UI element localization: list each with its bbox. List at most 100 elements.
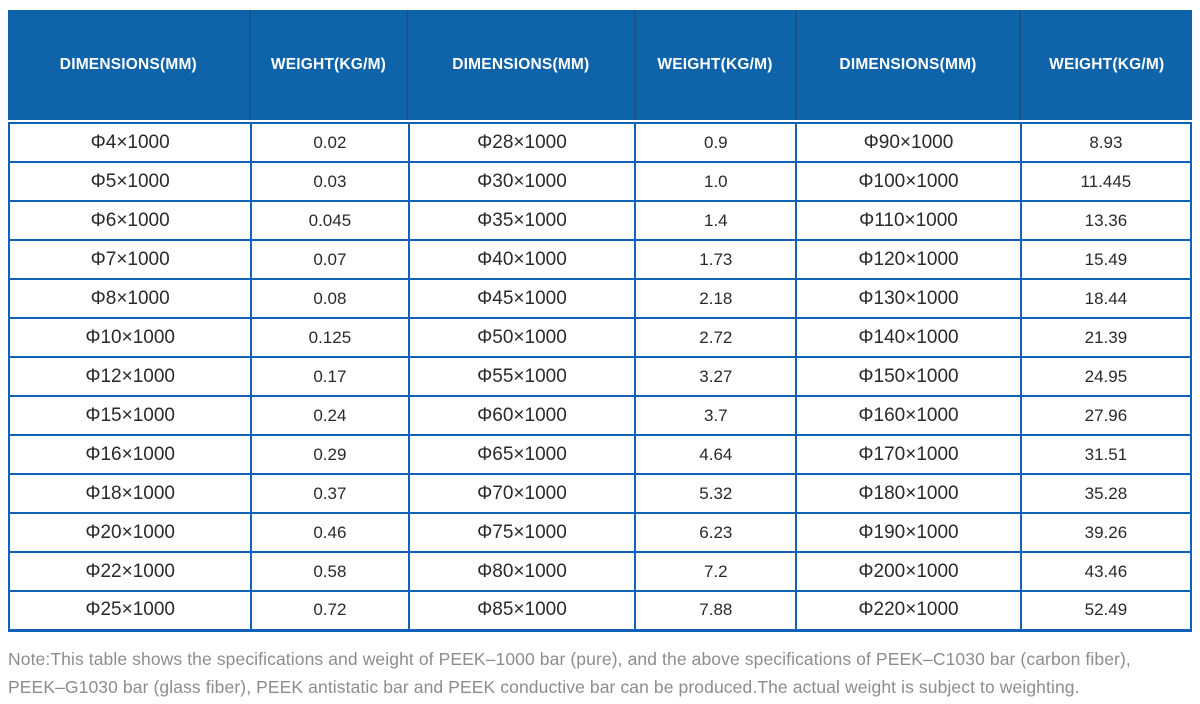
table-row: Φ7×1000 0.07 Φ40×1000 1.73 Φ120×1000 15.49 (7, 239, 1193, 280)
dimensions-cell: Φ65×1000 (407, 434, 637, 475)
dimensions-cell: Φ8×1000 (7, 278, 253, 319)
weight-cell: 24.95 (1019, 356, 1193, 397)
table-row: Φ15×1000 0.24 Φ60×1000 3.7 Φ160×1000 27.96 (7, 395, 1193, 436)
dimensions-cell: Φ28×1000 (407, 122, 637, 163)
weight-cell: 31.51 (1019, 434, 1193, 475)
spec-table-body: Φ4×1000 0.02 Φ28×1000 0.9 Φ90×1000 8.93 Φ5×100… (7, 122, 1193, 632)
weight-cell: 2.72 (634, 317, 798, 358)
weight-cell: 0.08 (250, 278, 410, 319)
dimensions-cell: Φ170×1000 (795, 434, 1022, 475)
dimensions-cell: Φ50×1000 (407, 317, 637, 358)
weight-cell: 39.26 (1019, 512, 1193, 553)
column-header-dimensions-1: DIMENSIONS(MM) (8, 10, 251, 120)
dimensions-cell: Φ180×1000 (795, 473, 1022, 514)
dimensions-cell: Φ22×1000 (7, 551, 253, 592)
table-row: Φ16×1000 0.29 Φ65×1000 4.64 Φ170×1000 31.51 (7, 434, 1193, 475)
weight-cell: 0.9 (634, 122, 798, 163)
dimensions-cell: Φ160×1000 (795, 395, 1022, 436)
dimensions-cell: Φ40×1000 (407, 239, 637, 280)
dimensions-cell: Φ110×1000 (795, 200, 1022, 241)
dimensions-cell: Φ200×1000 (795, 551, 1022, 592)
table-row: Φ4×1000 0.02 Φ28×1000 0.9 Φ90×1000 8.93 (7, 122, 1193, 163)
weight-cell: 0.045 (250, 200, 410, 241)
table-row: Φ18×1000 0.37 Φ70×1000 5.32 Φ180×1000 35.28 (7, 473, 1193, 514)
dimensions-cell: Φ16×1000 (7, 434, 253, 475)
weight-cell: 0.29 (250, 434, 410, 475)
dimensions-cell: Φ6×1000 (7, 200, 253, 241)
table-row: Φ10×1000 0.125 Φ50×1000 2.72 Φ140×1000 21.39 (7, 317, 1193, 358)
column-header-dimensions-2: DIMENSIONS(MM) (408, 10, 636, 120)
weight-cell: 5.32 (634, 473, 798, 514)
weight-cell: 27.96 (1019, 395, 1193, 436)
weight-cell: 13.36 (1019, 200, 1193, 241)
dimensions-cell: Φ85×1000 (407, 590, 637, 631)
column-header-weight-3: WEIGHT(KG/M) (1021, 10, 1192, 120)
weight-cell: 2.18 (634, 278, 798, 319)
dimensions-cell: Φ35×1000 (407, 200, 637, 241)
weight-cell: 11.445 (1019, 161, 1193, 202)
weight-cell: 4.64 (634, 434, 798, 475)
dimensions-cell: Φ75×1000 (407, 512, 637, 553)
dimensions-cell: Φ220×1000 (795, 590, 1022, 631)
dimensions-cell: Φ25×1000 (7, 590, 253, 631)
dimensions-cell: Φ7×1000 (7, 239, 253, 280)
note-text: Note:This table shows the specifications… (8, 648, 1131, 697)
weight-cell: 3.7 (634, 395, 798, 436)
column-header-weight-1: WEIGHT(KG/M) (250, 10, 409, 120)
weight-cell: 43.46 (1019, 551, 1193, 592)
weight-cell: 0.02 (250, 122, 410, 163)
weight-cell: 0.125 (250, 317, 410, 358)
table-row: Φ8×1000 0.08 Φ45×1000 2.18 Φ130×1000 18.44 (7, 278, 1193, 319)
weight-cell: 15.49 (1019, 239, 1193, 280)
dimensions-cell: Φ30×1000 (407, 161, 637, 202)
header-row: DIMENSIONS(MM) WEIGHT(KG/M) DIMENSIONS(M… (8, 10, 1192, 120)
weight-cell: 0.17 (250, 356, 410, 397)
table-row: Φ25×1000 0.72 Φ85×1000 7.88 Φ220×1000 52.49 (7, 590, 1193, 631)
weight-cell: 3.27 (634, 356, 798, 397)
column-header-weight-2: WEIGHT(KG/M) (635, 10, 797, 120)
dimensions-cell: Φ55×1000 (407, 356, 637, 397)
dimensions-cell: Φ150×1000 (795, 356, 1022, 397)
weight-cell: 6.23 (634, 512, 798, 553)
dimensions-cell: Φ45×1000 (407, 278, 637, 319)
weight-cell: 1.0 (634, 161, 798, 202)
dimensions-cell: Φ100×1000 (795, 161, 1022, 202)
column-header-dimensions-3: DIMENSIONS(MM) (796, 10, 1022, 120)
dimensions-cell: Φ120×1000 (795, 239, 1022, 280)
dimensions-cell: Φ18×1000 (7, 473, 253, 514)
dimensions-cell: Φ140×1000 (795, 317, 1022, 358)
spec-table-header: DIMENSIONS(MM) WEIGHT(KG/M) DIMENSIONS(M… (8, 10, 1192, 120)
dimensions-cell: Φ4×1000 (7, 122, 253, 163)
dimensions-cell: Φ130×1000 (795, 278, 1022, 319)
weight-cell: 0.37 (250, 473, 410, 514)
weight-cell: 0.24 (250, 395, 410, 436)
table-row: Φ6×1000 0.045 Φ35×1000 1.4 Φ110×1000 13.36 (7, 200, 1193, 241)
dimensions-cell: Φ80×1000 (407, 551, 637, 592)
weight-cell: 0.07 (250, 239, 410, 280)
table-row: Φ22×1000 0.58 Φ80×1000 7.2 Φ200×1000 43.46 (7, 551, 1193, 592)
weight-cell: 0.03 (250, 161, 410, 202)
dimensions-cell: Φ20×1000 (7, 512, 253, 553)
weight-cell: 7.88 (634, 590, 798, 631)
weight-cell: 0.58 (250, 551, 410, 592)
dimensions-cell: Φ12×1000 (7, 356, 253, 397)
dimensions-cell: Φ10×1000 (7, 317, 253, 358)
dimensions-cell: Φ70×1000 (407, 473, 637, 514)
dimensions-cell: Φ5×1000 (7, 161, 253, 202)
dimensions-cell: Φ15×1000 (7, 395, 253, 436)
weight-cell: 21.39 (1019, 317, 1193, 358)
dimensions-cell: Φ90×1000 (795, 122, 1022, 163)
dimensions-cell: Φ190×1000 (795, 512, 1022, 553)
weight-cell: 0.72 (250, 590, 410, 631)
dimensions-cell: Φ60×1000 (407, 395, 637, 436)
weight-cell: 52.49 (1019, 590, 1193, 631)
weight-cell: 1.73 (634, 239, 798, 280)
table-row: Φ20×1000 0.46 Φ75×1000 6.23 Φ190×1000 39.26 (7, 512, 1193, 553)
table-row: Φ12×1000 0.17 Φ55×1000 3.27 Φ150×1000 24.95 (7, 356, 1193, 397)
weight-cell: 35.28 (1019, 473, 1193, 514)
table-body: Φ4×1000 0.02 Φ28×1000 0.9 Φ90×1000 8.93 Φ5×100… (7, 122, 1193, 631)
table-row: Φ5×1000 0.03 Φ30×1000 1.0 Φ100×1000 11.445 (7, 161, 1193, 202)
weight-cell: 1.4 (634, 200, 798, 241)
weight-cell: 8.93 (1019, 122, 1193, 163)
weight-cell: 0.46 (250, 512, 410, 553)
